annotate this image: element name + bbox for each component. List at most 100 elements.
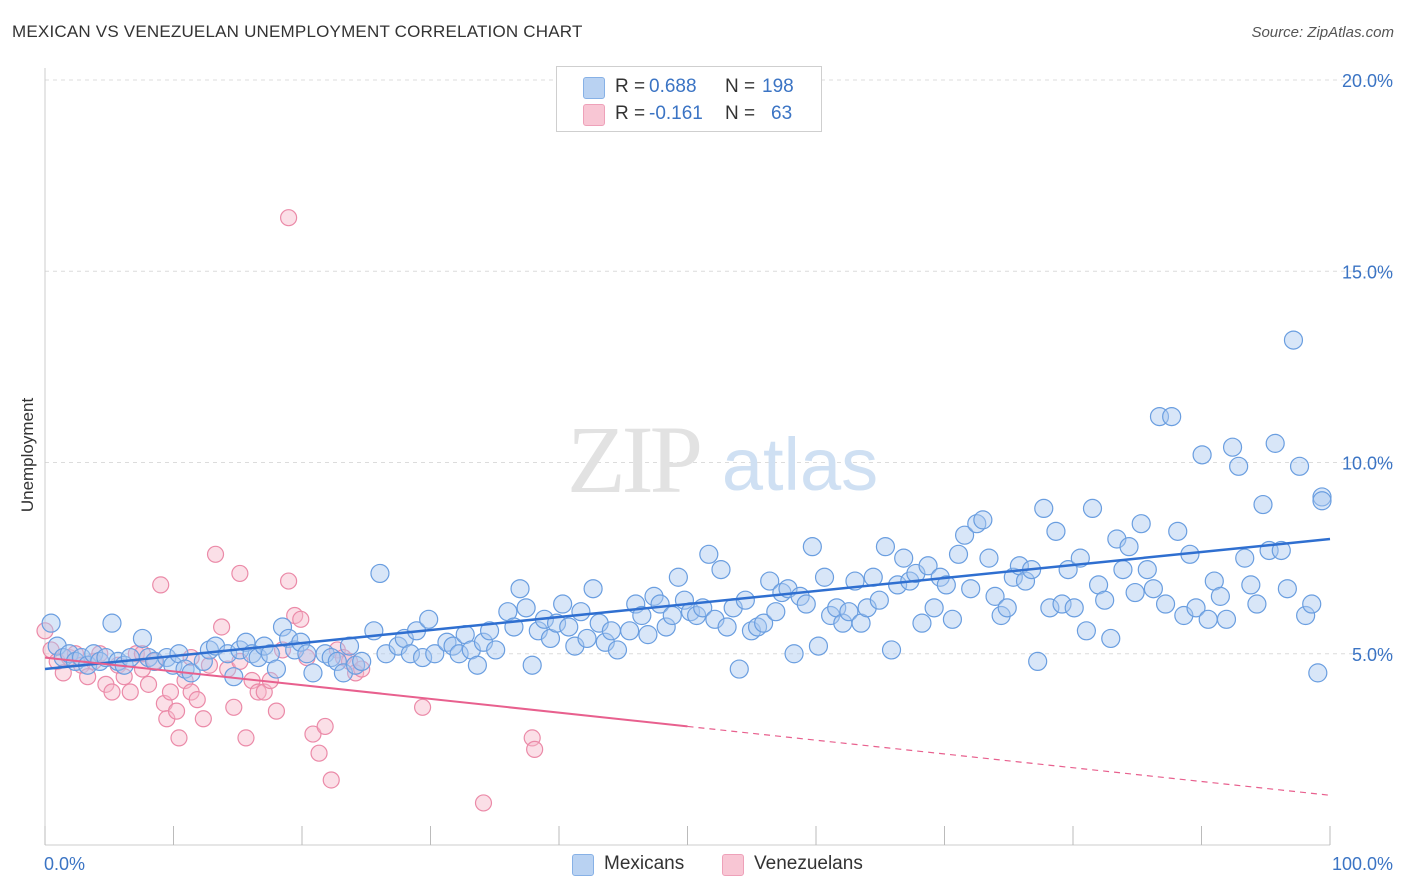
mexicans-point	[528, 621, 548, 641]
mexicans-point	[443, 636, 463, 656]
mexicans-point	[979, 548, 999, 568]
mexicans-point	[412, 647, 433, 668]
venezuelans-point	[353, 660, 371, 678]
mexicans-point	[1271, 540, 1291, 561]
mexicans-point	[912, 613, 932, 633]
n-label: N =	[725, 103, 756, 124]
mexicans-point	[1210, 586, 1230, 606]
mexicans-point	[735, 590, 755, 610]
watermark-atlas: atlas	[722, 423, 878, 506]
mexicans-point	[1107, 529, 1127, 549]
mexicans-point	[486, 640, 506, 660]
mexicans-point	[370, 563, 390, 584]
mexicans-point	[400, 644, 421, 664]
mexicans-point	[808, 636, 829, 656]
mexicans-point	[869, 590, 889, 610]
mexicans-point	[303, 663, 323, 683]
mexicans-point	[936, 575, 956, 595]
chart-title: MEXICAN VS VENEZUELAN UNEMPLOYMENT CORRE…	[12, 22, 583, 41]
mexicans-point	[1277, 579, 1297, 599]
mexicans-point	[1082, 498, 1103, 518]
tick-labels: 5.0% 10.0% 15.0% 20.0% 0.0% 100.0%	[44, 71, 1393, 874]
venezuelans-point	[167, 702, 186, 720]
mexicans-point	[1040, 598, 1060, 618]
mexicans-trend-line	[44, 537, 1331, 671]
mexicans-point	[425, 644, 445, 664]
x-tick-label: 0.0%	[44, 854, 85, 874]
venezuelans-point	[170, 729, 188, 747]
venezuelans-points	[36, 209, 544, 812]
mexicans-point	[821, 605, 841, 626]
mexicans-point	[1229, 456, 1249, 476]
mexicans-point	[662, 605, 682, 626]
mexicans-point	[1034, 498, 1054, 518]
mexicans-point	[985, 586, 1005, 606]
mexicans-point	[1247, 594, 1267, 614]
stats-row-mexicans: R = 0.688 N = 198	[557, 74, 821, 102]
venezuelans-point	[188, 691, 206, 709]
mexicans-point	[754, 613, 774, 633]
venezuelans-point	[206, 545, 225, 563]
trend-lines	[44, 537, 1331, 796]
watermark: ZIP atlas	[567, 406, 878, 513]
r-label: R =	[615, 76, 646, 97]
source-label: Source: ZipAtlas.com	[1251, 24, 1394, 41]
mexicans-point	[1186, 598, 1206, 618]
mexicans-point	[1028, 651, 1048, 672]
y-tick-label: 5.0%	[1352, 645, 1393, 665]
watermark-zip: ZIP	[567, 406, 700, 513]
mexicans-point	[333, 663, 354, 683]
mexicans-point	[132, 628, 153, 649]
mexicans-point	[961, 579, 981, 599]
venezuelans-point	[103, 683, 121, 701]
mexicans-point	[802, 537, 822, 557]
mexicans-point	[638, 625, 658, 645]
venezuelans-trend-line	[44, 656, 688, 728]
n-value: 198	[762, 76, 794, 97]
venezuelans-point	[237, 729, 255, 747]
venezuelans-trend-line-extension	[687, 725, 1331, 796]
venezuelans-point	[304, 725, 322, 743]
mexicans-point	[266, 659, 287, 679]
mexicans-point	[881, 640, 902, 660]
mexicans-point	[1119, 537, 1139, 557]
mexicans-point	[1308, 663, 1328, 683]
mexicans-point	[711, 559, 731, 580]
venezuelans-point	[249, 683, 267, 701]
stats-row-venezuelans: R = -0.161 N = 63	[557, 101, 821, 129]
mexicans-point	[632, 605, 652, 626]
mexicans-point	[1052, 594, 1072, 614]
mexicans-point	[997, 598, 1017, 618]
r-label: R =	[615, 103, 646, 124]
mexicans-point	[1265, 433, 1285, 453]
mexicans-point	[687, 605, 707, 626]
stats-swatch-mexicans	[583, 77, 605, 99]
stats-swatch-venezuelans	[583, 104, 605, 126]
venezuelans-point	[225, 698, 243, 716]
mexicans-point	[942, 609, 963, 629]
mexicans-point	[1113, 559, 1133, 580]
mexicans-point	[894, 548, 914, 568]
mexicans-point	[553, 594, 573, 614]
mexicans-point	[857, 598, 877, 618]
mexicans-point	[1174, 605, 1194, 626]
mexicans-point	[1168, 521, 1188, 541]
mexicans-point	[1095, 590, 1115, 610]
mexicans-point	[1296, 605, 1316, 626]
mexicans-point	[1241, 575, 1261, 595]
mexicans-point	[973, 510, 993, 530]
mexicans-point	[1216, 609, 1237, 629]
venezuelans-point	[231, 564, 249, 583]
r-value: 0.688	[649, 76, 697, 97]
venezuelans-point	[292, 610, 310, 628]
mexicans-point	[875, 537, 896, 557]
mexicans-point	[918, 556, 938, 576]
y-tick-label: 15.0%	[1342, 262, 1393, 282]
mexicans-point	[479, 621, 500, 641]
mexicans-point	[1131, 514, 1151, 534]
mexicans-point	[814, 567, 835, 587]
mexicans-point	[796, 594, 816, 614]
mexicans-point	[102, 613, 122, 633]
mexicans-point	[1289, 456, 1310, 476]
venezuelans-point	[316, 717, 334, 736]
